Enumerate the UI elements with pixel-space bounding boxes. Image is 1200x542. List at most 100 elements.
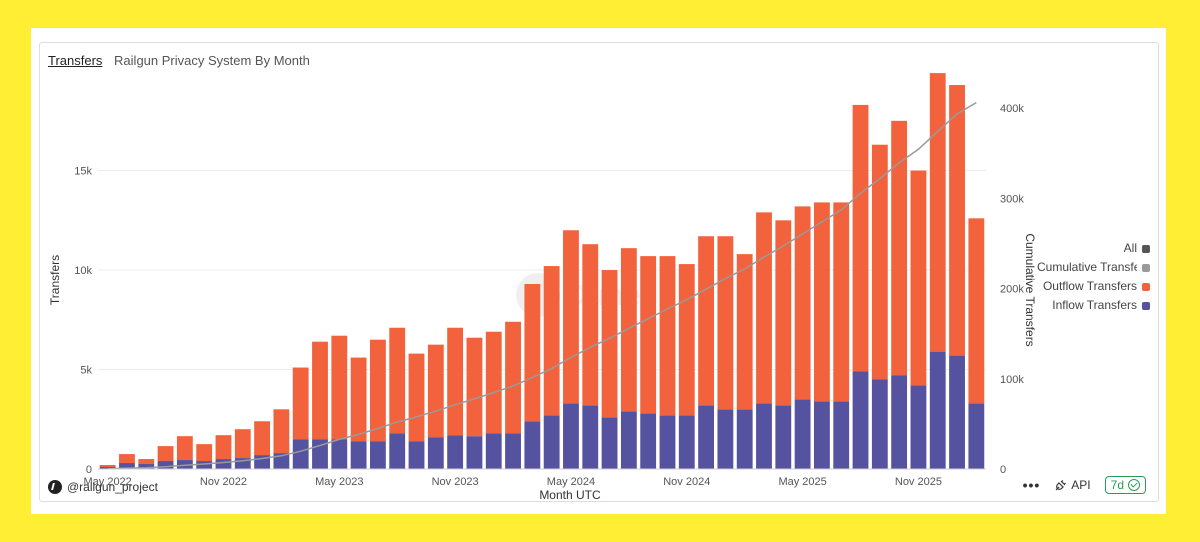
bar-outflow — [910, 170, 927, 386]
y2-tick-label: 300k — [1000, 193, 1024, 205]
y-tick-label: 15k — [74, 166, 92, 178]
y2-tick-label: 400k — [1000, 103, 1024, 115]
bar-outflow — [620, 248, 637, 412]
legend-item[interactable]: Cumulative Transfers — [1030, 258, 1150, 277]
bar-inflow — [678, 415, 695, 469]
check-circle-icon — [1128, 479, 1140, 491]
legend-swatch — [1142, 301, 1150, 310]
chart-title: Railgun Privacy System By Month — [114, 53, 310, 68]
bar-inflow — [794, 399, 811, 469]
bar-outflow — [775, 220, 792, 406]
chart-svg: Dune05k10k15k0100k200k300k400kMay 2022No… — [48, 73, 1037, 501]
chart-panel: Transfers Railgun Privacy System By Mont… — [39, 42, 1159, 502]
bar-outflow — [312, 341, 328, 440]
x-tick-label: Nov 2023 — [432, 476, 479, 488]
bar-outflow — [466, 337, 483, 437]
bar-inflow — [756, 403, 772, 469]
bar-outflow — [138, 459, 155, 465]
bar-outflow — [369, 339, 386, 442]
bar-outflow — [505, 321, 521, 434]
bar-inflow — [736, 409, 753, 469]
legend: All Cumulative Transfers Outflow Transfers… — [1030, 239, 1150, 315]
bar-inflow — [659, 415, 676, 469]
bar-outflow — [640, 256, 657, 414]
bar-outflow — [485, 331, 502, 434]
bar-inflow — [389, 433, 406, 469]
legend-item[interactable]: All — [1030, 239, 1150, 258]
cumulative-line — [107, 101, 977, 470]
bar-outflow — [794, 206, 811, 400]
bar-inflow — [775, 405, 792, 469]
x-tick-label: May 2023 — [315, 476, 363, 488]
bar-inflow — [408, 441, 425, 469]
bar-inflow — [369, 441, 386, 469]
bar-outflow — [350, 357, 367, 442]
x-tick-label: May 2024 — [547, 476, 595, 488]
bar-inflow — [119, 463, 135, 469]
author-handle: @railgun_project — [67, 480, 158, 494]
bar-outflow — [292, 367, 309, 440]
bar-inflow — [331, 439, 348, 469]
y-tick-label: 0 — [86, 464, 92, 476]
bar-inflow — [601, 417, 618, 469]
bar-inflow — [968, 403, 985, 469]
y-axis-title: Transfers — [48, 255, 62, 305]
bar-outflow — [698, 236, 715, 406]
bar-outflow — [949, 85, 965, 356]
card: Transfers Railgun Privacy System By Mont… — [31, 28, 1166, 514]
bar-outflow — [852, 104, 869, 372]
bar-outflow — [968, 218, 985, 404]
bar-inflow — [717, 409, 734, 469]
bar-inflow — [524, 421, 541, 469]
more-options-icon[interactable]: ••• — [1022, 477, 1041, 493]
bar-outflow — [447, 327, 464, 436]
bar-inflow — [292, 439, 309, 469]
avatar — [48, 480, 62, 494]
bar-outflow — [543, 266, 560, 416]
api-label: API — [1071, 478, 1091, 492]
bar-outflow — [215, 435, 232, 460]
bar-outflow — [833, 202, 850, 402]
bar-outflow — [157, 446, 174, 462]
bar-outflow — [273, 409, 290, 454]
legend-item[interactable]: Inflow Transfers — [1030, 296, 1150, 315]
api-button[interactable]: API — [1054, 478, 1091, 492]
bar-outflow — [582, 244, 599, 406]
bar-inflow — [99, 467, 116, 469]
bar-inflow — [138, 464, 155, 469]
bar-inflow — [196, 461, 213, 469]
author[interactable]: @railgun_project — [48, 480, 158, 494]
bar-outflow — [331, 335, 348, 440]
bar-outflow — [563, 230, 579, 404]
bar-outflow — [524, 283, 541, 422]
legend-label: Inflow Transfers — [1052, 298, 1137, 312]
bar-outflow — [659, 256, 676, 416]
bar-outflow — [99, 465, 116, 468]
y-tick-label: 10k — [74, 265, 92, 277]
bar-inflow — [929, 351, 946, 469]
bar-inflow — [505, 433, 521, 469]
tab-transfers[interactable]: Transfers — [48, 53, 103, 68]
y2-tick-label: 100k — [1000, 374, 1024, 386]
x-axis-title: Month UTC — [539, 488, 601, 501]
bar-inflow — [640, 413, 657, 469]
x-tick-label: Nov 2022 — [200, 476, 247, 488]
bar-outflow — [601, 270, 618, 418]
bar-outflow — [176, 436, 193, 461]
bar-inflow — [852, 371, 869, 469]
plug-icon — [1055, 479, 1067, 490]
bar-outflow — [427, 344, 444, 438]
bar-inflow — [427, 437, 444, 469]
bar-outflow — [871, 144, 888, 380]
legend-item[interactable]: Outflow Transfers — [1030, 277, 1150, 296]
chart-header: Transfers Railgun Privacy System By Mont… — [48, 53, 310, 68]
bar-outflow — [678, 264, 695, 416]
legend-swatch — [1142, 282, 1150, 291]
bar-outflow — [408, 353, 425, 442]
legend-label: Outflow Transfers — [1042, 279, 1137, 293]
refresh-badge[interactable]: 7d — [1104, 476, 1146, 494]
x-tick-label: Nov 2024 — [663, 476, 710, 488]
bar-outflow — [196, 444, 213, 462]
bar-inflow — [215, 459, 232, 469]
bar-inflow — [447, 435, 464, 469]
